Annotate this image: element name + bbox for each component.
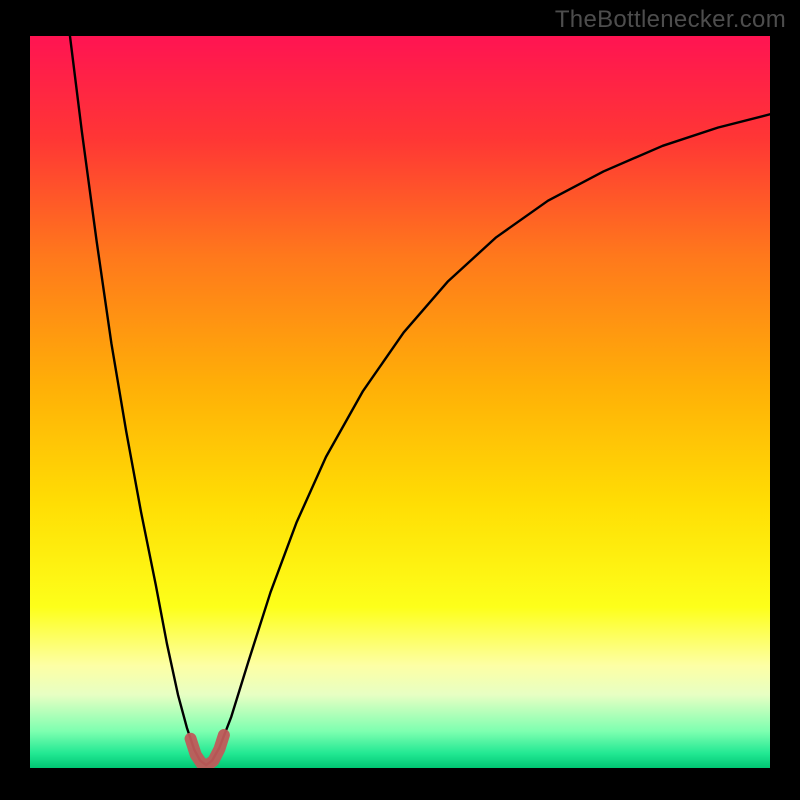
watermark-text: TheBottlenecker.com	[555, 6, 786, 34]
bottleneck-chart-svg	[0, 0, 800, 800]
plot-background	[30, 36, 770, 768]
bottleneck-chart-stage: TheBottlenecker.com	[0, 0, 800, 800]
